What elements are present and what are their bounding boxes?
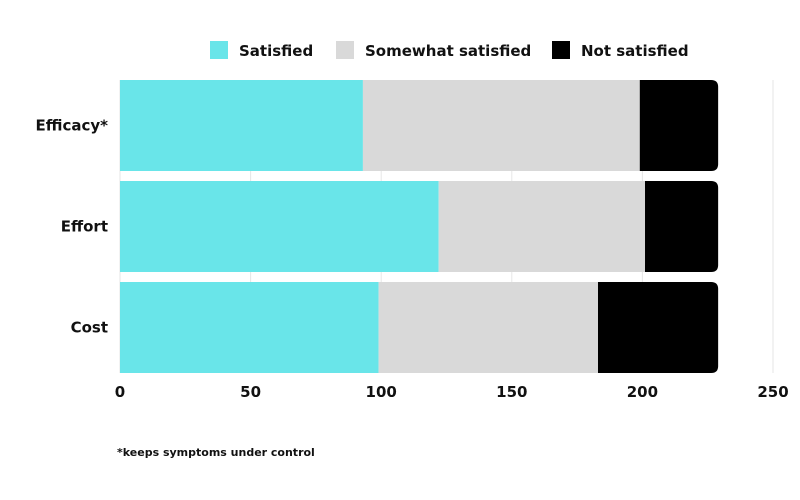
legend-swatch-somewhat-satisfied bbox=[336, 41, 354, 59]
legend-label-satisfied: Satisfied bbox=[239, 42, 313, 60]
category-labels: Efficacy* Effort Cost bbox=[35, 117, 108, 337]
legend-item-not-satisfied: Not satisfied bbox=[552, 41, 689, 60]
bar-cost-satisfied bbox=[120, 282, 379, 373]
bar-efficacy-satisfied bbox=[120, 80, 363, 171]
x-tick-label-200: 200 bbox=[627, 383, 658, 401]
x-tick-label-250: 250 bbox=[757, 383, 788, 401]
category-label-cost: Cost bbox=[71, 319, 108, 337]
footnote: *keeps symptoms under control bbox=[117, 446, 315, 459]
bar-effort-satisfied bbox=[120, 181, 439, 272]
category-label-effort: Effort bbox=[61, 218, 108, 236]
x-tick-label-100: 100 bbox=[366, 383, 397, 401]
legend-item-somewhat-satisfied: Somewhat satisfied bbox=[336, 41, 531, 60]
bar-effort-somewhat-satisfied bbox=[438, 181, 646, 272]
x-tick-label-150: 150 bbox=[496, 383, 527, 401]
legend-item-satisfied: Satisfied bbox=[210, 41, 313, 60]
bar-efficacy-not-satisfied bbox=[639, 80, 719, 171]
legend-label-somewhat-satisfied: Somewhat satisfied bbox=[365, 42, 531, 60]
bar-effort-not-satisfied bbox=[645, 181, 719, 272]
legend-label-not-satisfied: Not satisfied bbox=[581, 42, 689, 60]
bar-cost-not-satisfied bbox=[597, 282, 719, 373]
x-axis-tick-labels: 0 50 100 150 200 250 bbox=[115, 383, 789, 401]
x-tick-label-50: 50 bbox=[240, 383, 261, 401]
bars bbox=[120, 80, 719, 373]
category-label-efficacy: Efficacy* bbox=[35, 117, 108, 135]
bar-cost-somewhat-satisfied bbox=[378, 282, 598, 373]
legend: Satisfied Somewhat satisfied Not satisfied bbox=[210, 41, 689, 60]
x-tick-label-0: 0 bbox=[115, 383, 125, 401]
legend-swatch-satisfied bbox=[210, 41, 228, 59]
legend-swatch-not-satisfied bbox=[552, 41, 570, 59]
bar-efficacy-somewhat-satisfied bbox=[362, 80, 640, 171]
